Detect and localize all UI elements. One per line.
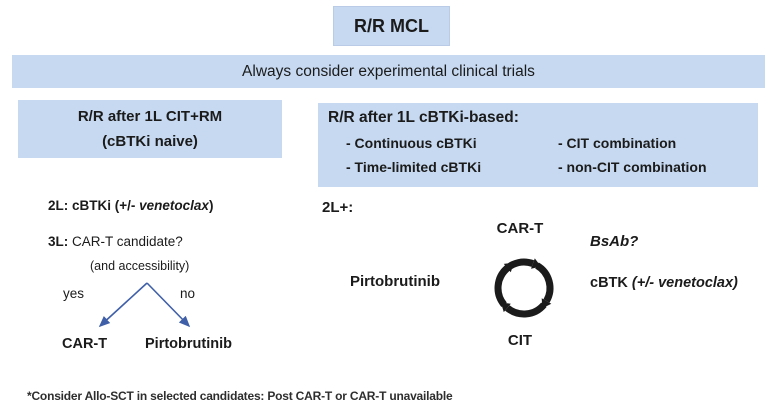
treatment-option: - Time-limited cBTKi [346,159,482,175]
step-3l: 3L: CAR-T candidate? [48,234,183,249]
cycle-label-car-t: CAR-T [496,220,544,237]
left-pathway-header: R/R after 1L CIT+RM (cBTKi naive) [18,100,282,158]
treatment-option: - non-CIT combination [558,159,707,175]
step-2l-label: 2L: [48,198,69,213]
cycle-arrows-icon [494,258,554,318]
cycle-label-cit: CIT [507,332,533,349]
arrow-yes [98,282,148,328]
right-header-options: - Continuous cBTKi - CIT combination - T… [346,131,758,179]
clinical-trials-banner: Always consider experimental clinical tr… [12,55,765,88]
cycle-label-pirtobrutinib: Pirtobrutinib [350,273,440,290]
outcome-pirtobrutinib: Pirtobrutinib [145,336,232,352]
cbtk-italic: (+/- venetoclax) [631,275,738,291]
left-header-line1: R/R after 1L CIT+RM [77,108,223,125]
left-header-line2: (cBTKi naive) [102,133,198,150]
arrow-no [146,282,191,328]
cycle-label-cbtk: cBTK (+/- venetoclax) [590,275,738,291]
step-3l-label: 3L: [48,234,69,249]
right-pathway-header: R/R after 1L cBTKi-based: - Continuous c… [318,103,758,187]
accessibility-note: (and accessibility) [90,259,190,273]
outcome-car-t: CAR-T [62,336,108,352]
decision-arrows [98,282,191,328]
step-3l-text: CAR-T candidate? [68,234,183,249]
right-header-title: R/R after 1L cBTKi-based: [328,109,519,126]
step-2l-pre: cBTKi (+/- [68,198,140,213]
branch-yes-label: yes [63,286,85,301]
cycle-label-bsab: BsAb? [590,233,639,250]
allo-sct-footnote: *Consider Allo-SCT in selected candidate… [27,389,453,403]
step-2l-post: ) [208,198,214,213]
step-2l-italic: venetoclax [139,198,209,213]
step-2l-plus: 2L+: [322,199,354,216]
treatment-option: - CIT combination [558,135,677,151]
branch-no-label: no [180,286,196,301]
step-2l: 2L: cBTKi (+/- venetoclax) [48,198,213,213]
treatment-option: - Continuous cBTKi [346,135,477,151]
title-box: R/R MCL [333,6,450,46]
cbtk-text: cBTK [590,275,632,291]
banner-text: Always consider experimental clinical tr… [242,62,535,80]
figure-title: R/R MCL [354,15,429,36]
